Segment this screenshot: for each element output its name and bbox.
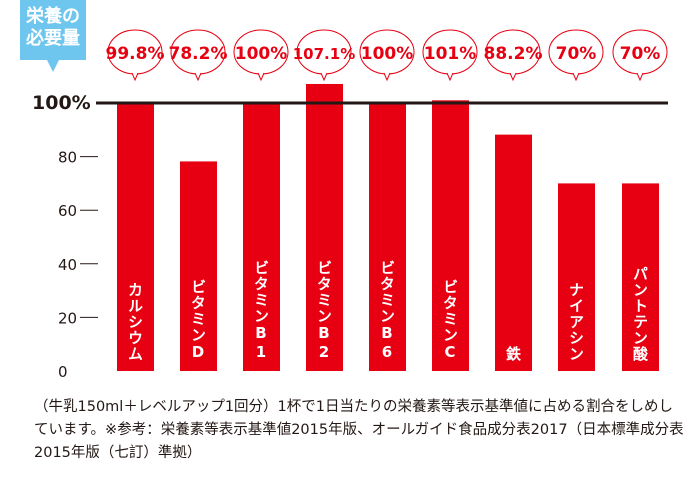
bubble-tail	[572, 72, 580, 82]
bubble-tail	[131, 72, 139, 82]
y-tick-label: 40	[58, 256, 77, 274]
category-label: ビタミンC	[441, 279, 459, 362]
bar	[117, 103, 154, 371]
bubble-tail	[509, 72, 517, 82]
category-label: ビタミンB1	[252, 260, 270, 362]
data-label: 99.8%	[106, 44, 165, 64]
data-label: 100%	[235, 44, 288, 64]
bar	[369, 103, 406, 371]
bar	[622, 183, 659, 371]
y-tick-label: 60	[58, 202, 77, 220]
category-label: ナイアシン	[567, 282, 585, 362]
data-label: 88.2%	[484, 44, 543, 64]
bubble-tail	[446, 72, 454, 82]
category-label: 鉄	[504, 346, 522, 362]
y-tick-label: 20	[58, 309, 77, 327]
bubble-tail	[383, 72, 391, 82]
y-tick-label: 100%	[32, 92, 91, 114]
bar	[306, 83, 343, 372]
data-label: 101%	[424, 44, 477, 64]
data-label: 70%	[556, 44, 597, 64]
bar	[180, 161, 217, 371]
data-label: 70%	[620, 44, 661, 64]
badge-tail	[47, 60, 59, 72]
bubble-tail	[257, 72, 265, 82]
footnote: （牛乳150ml＋レベルアップ1回分）1杯で1日当たりの栄養素等表示基準値に占め…	[34, 399, 684, 461]
y-tick-label: 0	[58, 363, 68, 381]
category-label: ビタミンB2	[315, 260, 333, 362]
bubble-tail	[320, 72, 328, 82]
badge-label: 栄養の必要量	[20, 0, 86, 60]
data-label: 78.2%	[169, 44, 228, 64]
bar	[495, 134, 532, 371]
category-label: カルシウム	[126, 282, 144, 362]
bar	[243, 103, 280, 371]
data-label: 100%	[361, 44, 414, 64]
y-tick-label: 80	[58, 149, 77, 167]
bar	[432, 100, 469, 371]
category-label: ビタミンD	[189, 279, 207, 362]
category-label: パントテン酸	[631, 266, 649, 362]
bar	[558, 183, 595, 371]
bubble-tail	[636, 72, 644, 82]
category-label: ビタミンB6	[378, 260, 396, 362]
bubble-tail	[194, 72, 202, 82]
data-label: 107.1%	[293, 45, 355, 63]
